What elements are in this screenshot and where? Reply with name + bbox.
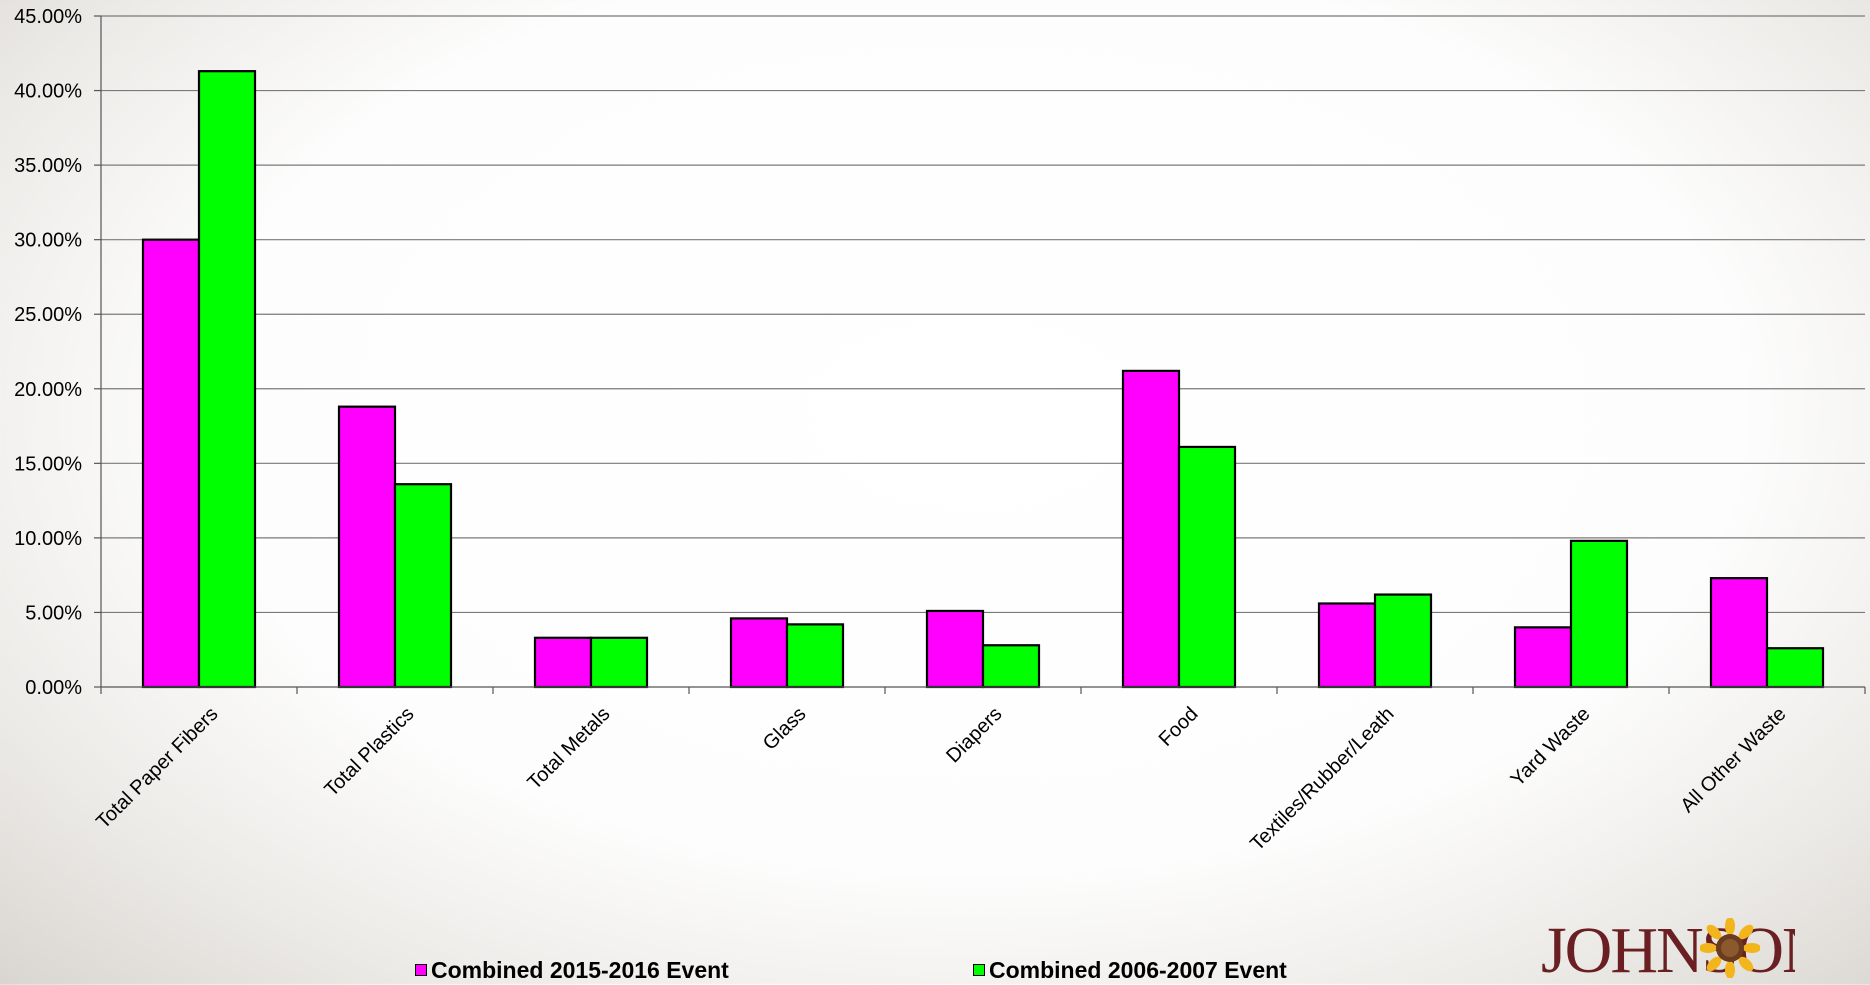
bar-magenta-8	[1709, 577, 1769, 689]
x-category-label: Total Plastics	[320, 703, 418, 801]
x-axis: Total Paper Fibers Total Plastics Total Me…	[92, 686, 1866, 855]
legend-swatch-magenta	[415, 964, 427, 976]
bar-green-1	[393, 483, 453, 689]
y-tick-label: 10.00%	[14, 528, 82, 550]
bar-magenta-2	[533, 636, 593, 689]
bar-magenta-3	[729, 617, 789, 689]
y-tick-label: 25.00%	[14, 304, 82, 326]
x-category-label: Diapers	[942, 703, 1006, 767]
bar-magenta-6	[1317, 602, 1377, 689]
bar-magenta-5	[1121, 369, 1181, 689]
y-tick-label: 20.00%	[14, 379, 82, 401]
bar-magenta-0	[141, 238, 201, 689]
y-tick-label: 35.00%	[14, 155, 82, 177]
bar-green-2	[589, 636, 649, 689]
x-category-label: Glass	[759, 703, 811, 755]
bar-magenta-1	[337, 405, 397, 689]
bar-green-7	[1569, 539, 1629, 689]
legend-label-series-2: Combined 2006-2007 Event	[989, 956, 1287, 983]
y-tick-label: 40.00%	[14, 81, 82, 103]
bar-green-5	[1177, 445, 1237, 689]
legend-item-series-2: Combined 2006-2007 Event	[973, 955, 1287, 985]
y-tick-label: 15.00%	[14, 453, 82, 475]
bar-green-0	[197, 70, 257, 689]
y-axis: 0.00% 5.00% 10.00% 15.00% 20.00% 25.00% 30.00%…	[14, 6, 102, 699]
bar-magenta-4	[925, 609, 985, 689]
legend-swatch-green	[973, 964, 985, 976]
x-category-label: Total Paper Fibers	[92, 703, 222, 833]
x-category-label: Textiles/Rubber/Leath	[1246, 703, 1398, 855]
x-category-label: Total Metals	[524, 703, 615, 794]
y-tick-label: 30.00%	[14, 230, 82, 252]
sunflower-icon	[1700, 918, 1760, 978]
y-tick-label: 0.00%	[25, 677, 82, 699]
bar-green-8	[1765, 647, 1825, 689]
bar-magenta-7	[1513, 626, 1573, 689]
johnson-county-logo: JOHNSON	[1535, 918, 1795, 984]
y-tick-label: 5.00%	[25, 602, 82, 624]
x-category-label: Food	[1155, 703, 1203, 751]
x-category-label: All Other Waste	[1676, 703, 1790, 817]
bar-green-3	[785, 623, 845, 689]
bars	[141, 70, 1825, 689]
legend-item-series-1: Combined 2015-2016 Event	[415, 955, 729, 985]
x-category-label: Yard Waste	[1507, 703, 1595, 791]
bar-green-6	[1373, 593, 1433, 689]
legend-label-series-1: Combined 2015-2016 Event	[431, 956, 729, 983]
y-tick-label: 45.00%	[14, 6, 82, 28]
bar-green-4	[981, 644, 1041, 689]
